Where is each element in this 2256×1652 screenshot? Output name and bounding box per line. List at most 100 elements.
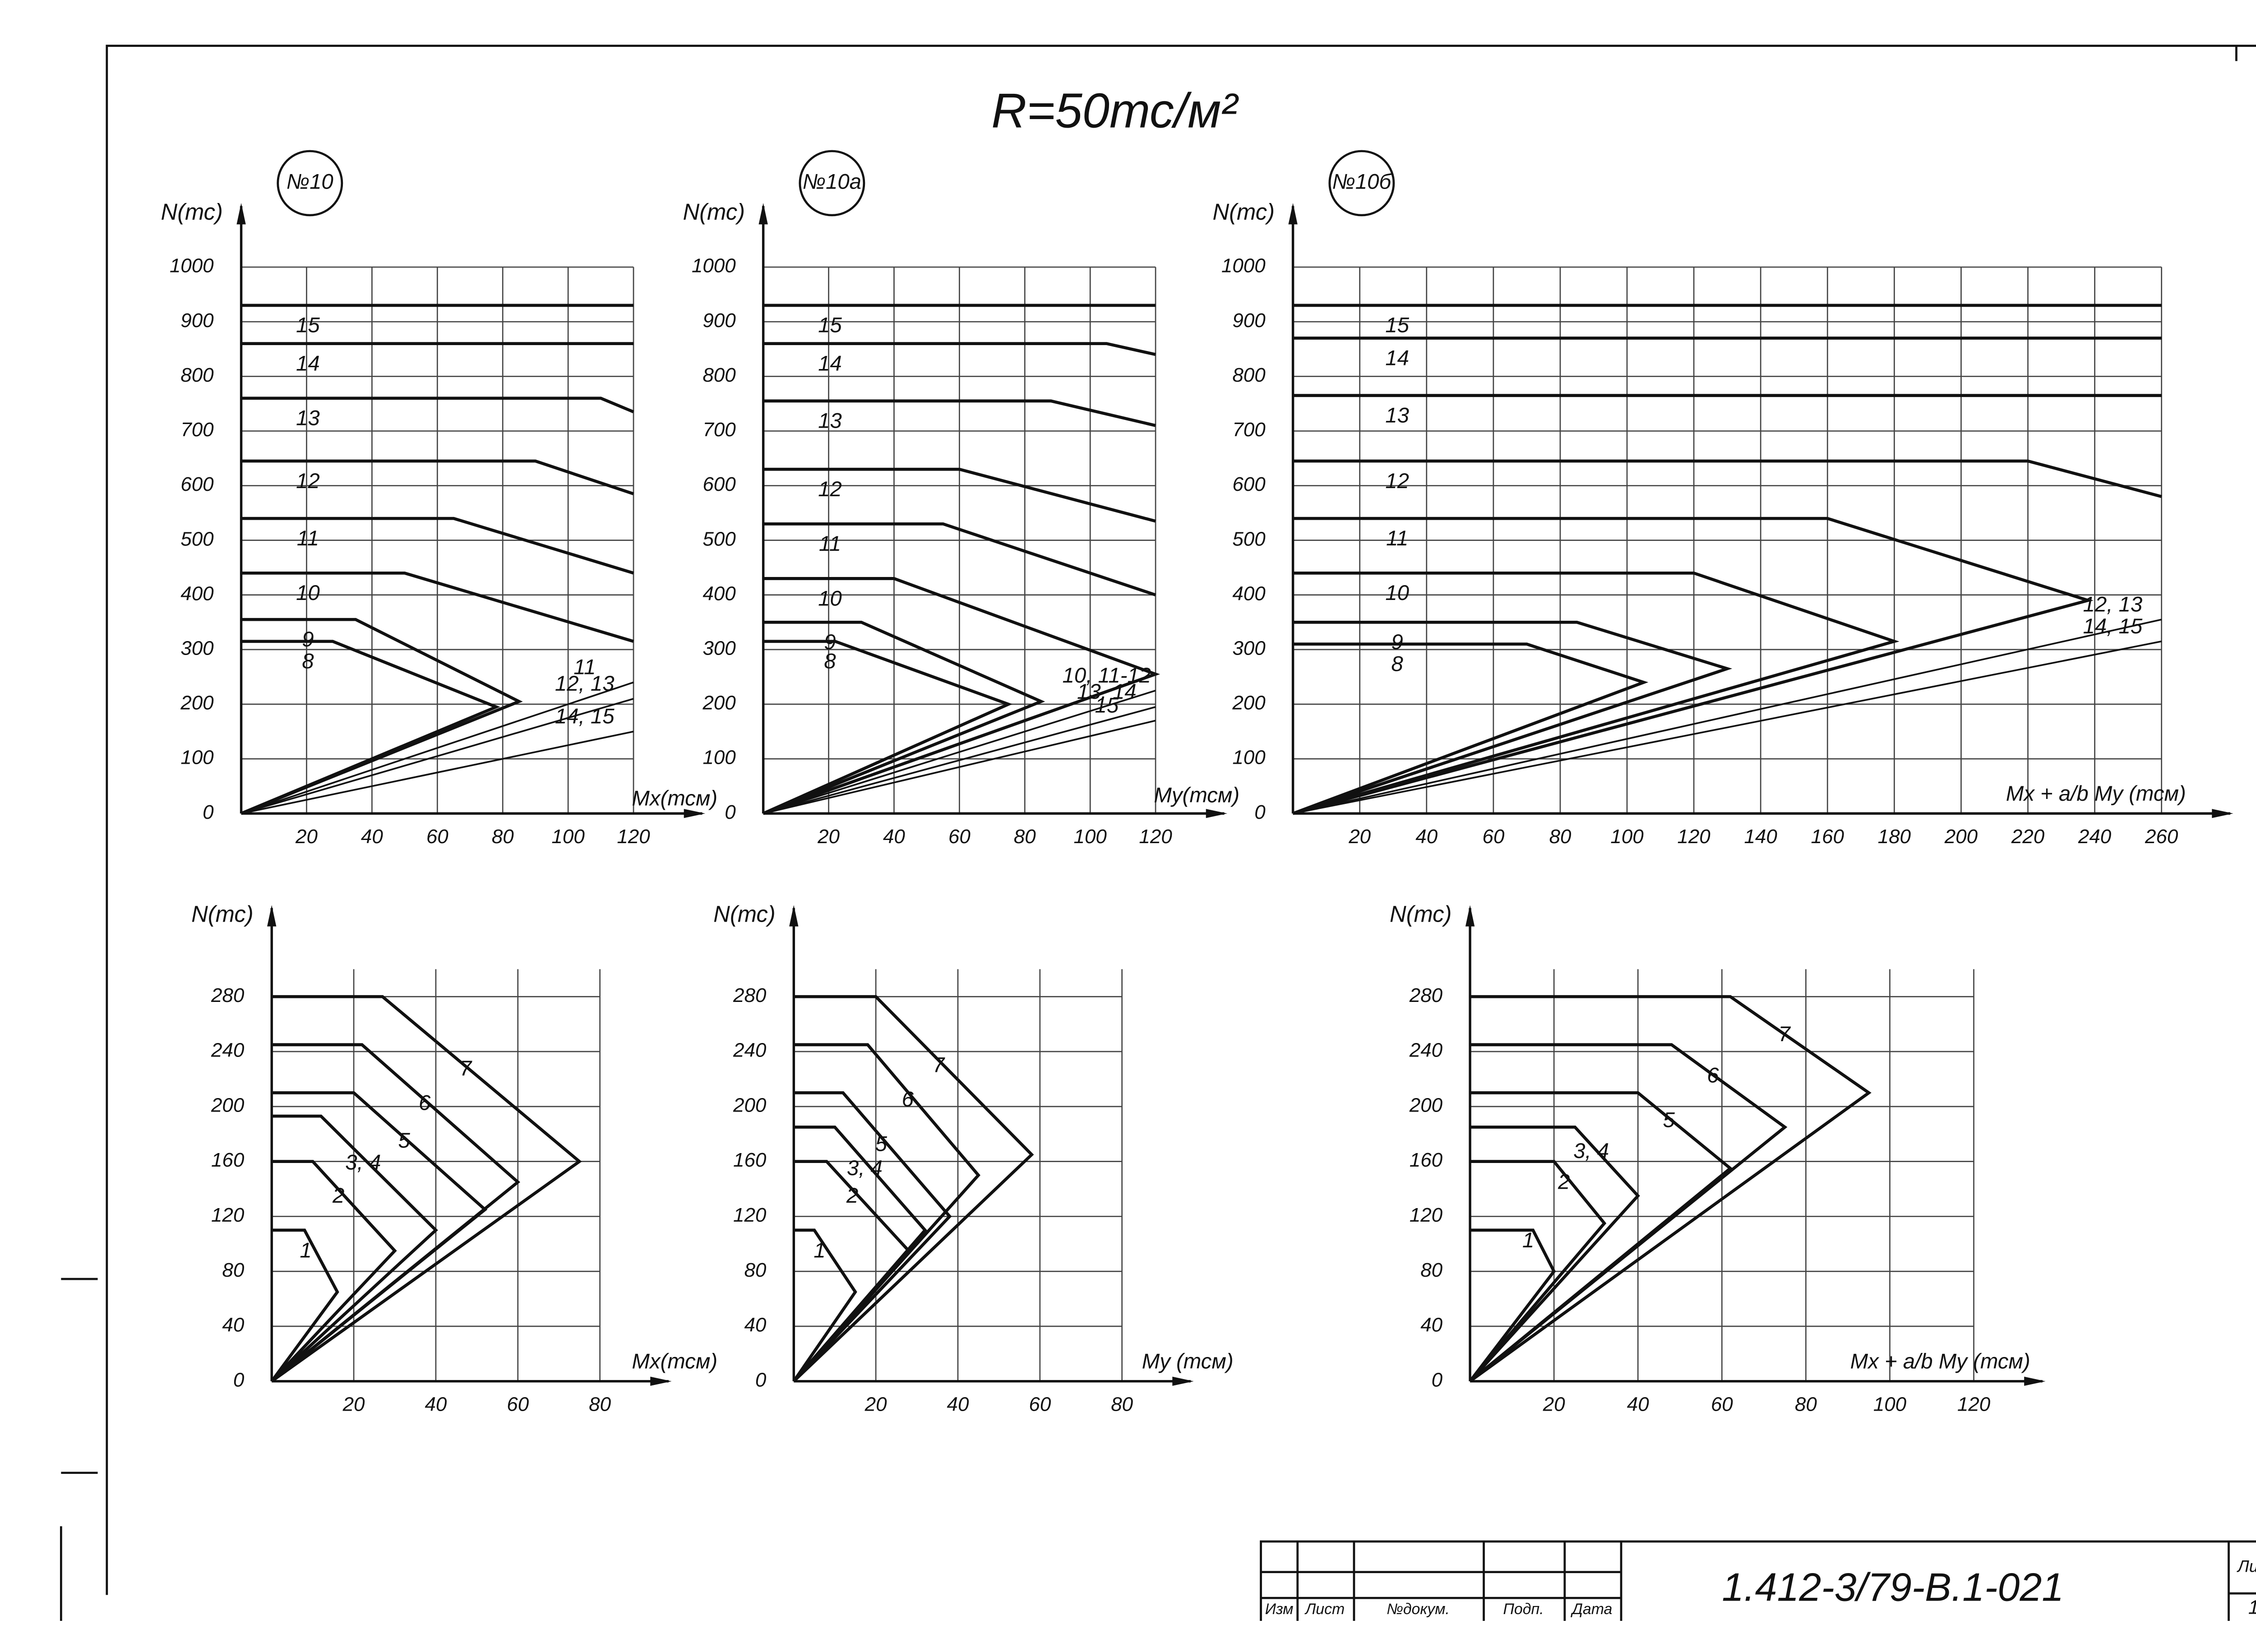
series-label: 14 bbox=[818, 352, 842, 376]
y-axis-label: N(тс) bbox=[713, 901, 775, 927]
y-tick-label: 80 bbox=[1420, 1259, 1442, 1281]
x-tick-label: 20 bbox=[1348, 826, 1371, 848]
series-line bbox=[241, 730, 634, 815]
y-tick-label: 0 bbox=[725, 801, 736, 823]
x-tick-label: 20 bbox=[817, 826, 840, 848]
x-tick-label: 100 bbox=[1073, 826, 1107, 848]
x-tick-label: 20 bbox=[295, 826, 318, 848]
y-tick-label: 300 bbox=[1232, 637, 1266, 660]
series-line bbox=[270, 1228, 339, 1382]
x-tick-label: 60 bbox=[507, 1394, 529, 1416]
x-axis-arrow bbox=[2024, 1376, 2046, 1386]
x-tick-label: 40 bbox=[1415, 826, 1438, 848]
title-circle bbox=[1328, 150, 1395, 217]
y-tick-label: 160 bbox=[733, 1149, 767, 1171]
x-axis-label: Mx + a/b My (тсм) bbox=[1850, 1350, 2030, 1374]
x-axis-label: Mx + a/b My (тсм) bbox=[2006, 782, 2186, 806]
series-label: 11 bbox=[819, 532, 841, 556]
y-axis-arrow bbox=[267, 905, 277, 927]
series-label: 8 bbox=[824, 650, 836, 674]
title-block-lines bbox=[1260, 1540, 2256, 1621]
series-label: 3, 4 bbox=[847, 1156, 883, 1180]
series-label: 12 bbox=[818, 477, 842, 501]
series-line bbox=[763, 342, 1156, 356]
y-tick-label: 900 bbox=[1232, 309, 1266, 332]
series-line bbox=[763, 689, 1156, 815]
series-label: 14 bbox=[1385, 346, 1409, 370]
series-label: 12, 13 bbox=[2083, 592, 2143, 616]
x-tick-label: 80 bbox=[1014, 826, 1036, 848]
y-axis-arrow bbox=[1288, 203, 1298, 225]
x-tick-label: 20 bbox=[1543, 1394, 1565, 1416]
x-axis-label: My(тсм) bbox=[1154, 784, 1239, 808]
x-tick-label: 20 bbox=[864, 1394, 887, 1416]
series-line bbox=[240, 618, 523, 815]
series-label: 13 bbox=[1385, 404, 1409, 428]
y-tick-label: 500 bbox=[180, 528, 214, 550]
x-axis-label: Mx(тсм) bbox=[632, 1350, 717, 1374]
y-tick-label: 1000 bbox=[692, 255, 736, 277]
series-label: 11 bbox=[297, 526, 319, 550]
series-label: 1 bbox=[300, 1239, 311, 1263]
chart-title: №10 bbox=[287, 170, 333, 194]
y-tick-label: 0 bbox=[203, 801, 214, 823]
y-tick-label: 900 bbox=[180, 309, 214, 332]
x-tick-label: 60 bbox=[1029, 1394, 1051, 1416]
series-label: 13 bbox=[296, 406, 320, 430]
series-label: 15 bbox=[1385, 314, 1409, 337]
series-label: 13, 14 bbox=[1077, 680, 1137, 704]
x-tick-label: 40 bbox=[947, 1394, 969, 1416]
series-label: 15 bbox=[1095, 693, 1119, 717]
y-tick-label: 400 bbox=[180, 582, 214, 605]
series-label: 2 bbox=[1558, 1170, 1570, 1194]
chart: 0 100 200 300 400 500 600 700 800 900 1000 20 40 60 80… bbox=[1212, 150, 2233, 848]
y-tick-label: 700 bbox=[180, 419, 214, 441]
series-line bbox=[763, 577, 1160, 815]
y-tick-label: 40 bbox=[1420, 1314, 1442, 1336]
series-label: 2 bbox=[332, 1184, 344, 1208]
series-line bbox=[763, 706, 1156, 815]
series-label: 2 bbox=[846, 1184, 858, 1208]
y-tick-label: 120 bbox=[211, 1204, 245, 1226]
y-axis-label: N(тс) bbox=[1390, 901, 1452, 927]
series-label: 5 bbox=[875, 1132, 888, 1156]
frame bbox=[106, 45, 2256, 1595]
y-tick-label: 200 bbox=[1232, 692, 1266, 714]
series-line bbox=[792, 1160, 911, 1383]
y-tick-label: 700 bbox=[1232, 419, 1266, 441]
y-tick-label: 400 bbox=[703, 582, 736, 605]
series-label: 3, 4 bbox=[345, 1151, 381, 1175]
x-tick-label: 220 bbox=[2011, 826, 2045, 848]
title-circle bbox=[799, 150, 865, 217]
series-label: 5 bbox=[1663, 1108, 1675, 1132]
y-tick-label: 120 bbox=[733, 1204, 767, 1226]
x-tick-label: 120 bbox=[1677, 826, 1710, 848]
series-label: 15 bbox=[296, 314, 320, 337]
y-axis-label: N(тс) bbox=[683, 199, 745, 225]
y-tick-label: 1000 bbox=[170, 255, 214, 277]
x-axis-label: Mx(тсм) bbox=[632, 786, 717, 810]
series-label: 3, 4 bbox=[1573, 1139, 1609, 1163]
series-line bbox=[240, 681, 634, 815]
x-tick-label: 180 bbox=[1878, 826, 1911, 848]
series-line bbox=[763, 522, 1156, 596]
document-code: 1.412-3/79-В.1-021 bbox=[1722, 1565, 2064, 1610]
series-label: 12 bbox=[296, 469, 320, 493]
x-tick-label: 100 bbox=[551, 826, 585, 848]
y-tick-label: 700 bbox=[703, 419, 736, 441]
x-axis-arrow bbox=[650, 1376, 672, 1386]
series-line bbox=[792, 1091, 952, 1383]
series-label: 6 bbox=[902, 1088, 914, 1112]
x-tick-label: 100 bbox=[1610, 826, 1644, 848]
series-line bbox=[763, 720, 1156, 815]
column-label: №докум. bbox=[1387, 1601, 1450, 1618]
x-tick-label: 60 bbox=[1482, 826, 1504, 848]
series-line bbox=[240, 640, 500, 815]
y-axis-label: N(тс) bbox=[161, 199, 223, 225]
y-tick-label: 0 bbox=[1432, 1369, 1443, 1391]
chart: 0 100 200 300 400 500 600 700 800 900 1000 20 40 60 80… bbox=[683, 150, 1239, 848]
chart-title: №10а bbox=[803, 170, 861, 194]
y-tick-label: 120 bbox=[1410, 1204, 1443, 1226]
